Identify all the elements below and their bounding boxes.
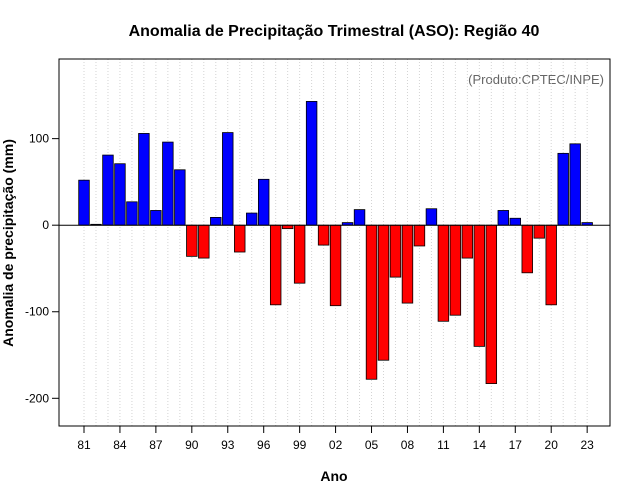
bar-1983 [102,154,114,226]
bars [78,101,593,384]
x-tick-label: 93 [221,438,235,452]
plot-frame [58,58,611,427]
y-axis: 100 0 -100 -200 [25,132,59,405]
x-tick-label: 84 [113,438,127,452]
bar-2020 [545,224,557,306]
bar-2000 [305,101,318,226]
bar-1988 [162,141,174,226]
bar-2013 [461,224,474,259]
bar-2011 [437,224,450,322]
bar-1995 [246,212,258,226]
bar-2021 [557,152,569,226]
x-tick-label: 17 [509,438,523,452]
bar-2012 [449,224,462,316]
chart-title: Anomalia de Precipitação Trimestral (ASO… [129,23,540,40]
x-tick-label: 05 [365,438,379,452]
bar-2001 [317,224,330,246]
bar-2016 [497,210,510,226]
bar-1985 [126,201,138,226]
x-tick-label: 90 [185,438,199,452]
bar-2019 [533,224,545,239]
bar-2007 [389,224,402,278]
x-tick-label: 11 [437,438,450,452]
bar-1981 [78,179,90,226]
x-tick-label: 08 [401,438,415,452]
x-tick-label: 81 [77,438,91,452]
bar-2008 [401,224,414,304]
bar-2010 [425,208,438,226]
bar-1989 [174,169,186,226]
bar-1998 [281,224,294,230]
bar-2015 [485,224,498,384]
bar-1986 [138,133,150,226]
bar-1996 [257,178,270,226]
bar-1999 [293,224,306,284]
bar-1994 [234,224,246,253]
bar-1990 [186,224,198,257]
x-tick-label: 23 [580,438,594,452]
bar-2022 [569,143,581,226]
bar-1987 [150,210,162,226]
bar-2009 [413,224,426,247]
y-tick-label: 100 [29,132,49,146]
bar-2018 [521,224,533,274]
bar-1992 [210,216,222,226]
x-axis-label: Ano [320,468,347,484]
x-axis: 81 84 87 90 93 96 99 02 05 08 11 14 17 20 23 [77,426,594,452]
bar-1991 [198,224,210,259]
chart-credit: (Produto:CPTEC/INPE) [468,72,604,87]
bar-1993 [222,132,234,226]
x-tick-label: 14 [473,438,487,452]
y-tick-label: 0 [42,218,49,232]
bar-2017 [509,217,521,226]
bar-1997 [269,224,282,306]
y-tick-label: -100 [25,305,49,319]
x-tick-label: 99 [293,438,307,452]
x-tick-label: 20 [545,438,559,452]
x-tick-label: 96 [257,438,271,452]
bar-2014 [473,224,486,347]
y-axis-label: Anomalia de precipitação (mm) [0,139,16,347]
bar-1984 [114,163,126,226]
y-tick-label: -200 [25,391,49,405]
x-tick-label: 02 [329,438,343,452]
bar-2006 [377,224,390,361]
bar-2004 [353,209,366,226]
bar-2005 [365,224,378,380]
bar-2002 [329,224,342,307]
x-tick-label: 87 [149,438,163,452]
